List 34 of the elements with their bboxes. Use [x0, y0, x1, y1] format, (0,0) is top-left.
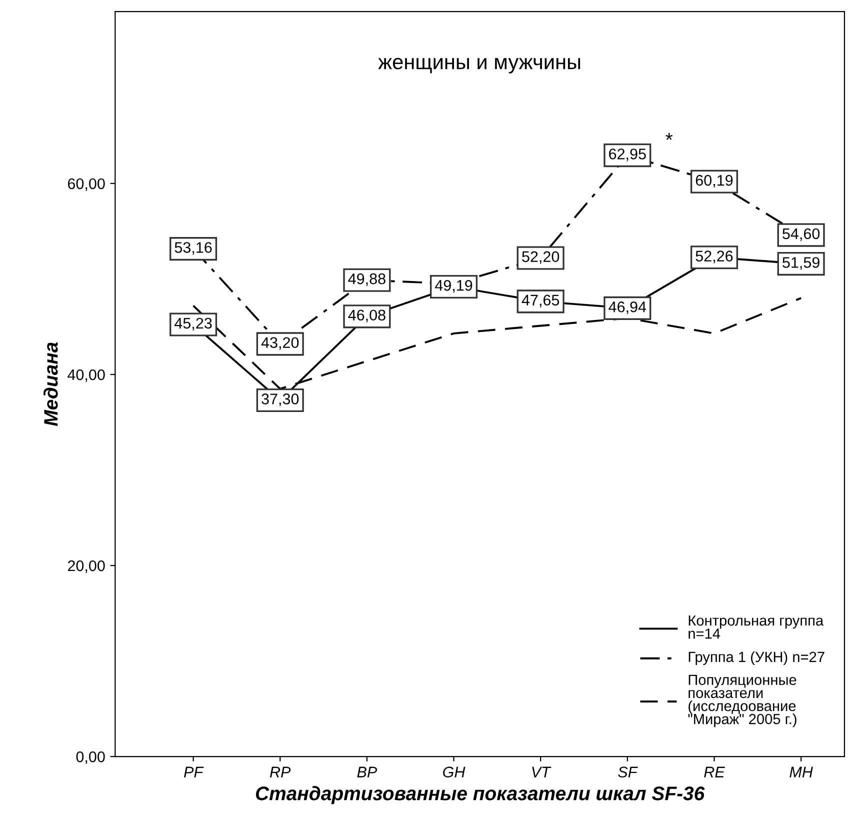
x-tick-label: SF [618, 766, 638, 778]
legend-label: Контрольная группа n=14 [688, 616, 824, 639]
legend-label: Группа 1 (УКН) n=27 [688, 651, 824, 665]
y-tick-label: 40,00 [68, 369, 105, 382]
y-tick-label: 60,00 [68, 178, 105, 191]
data-label: 46,08 [348, 310, 386, 322]
data-label: 46,94 [608, 301, 646, 314]
data-label: 47,65 [522, 294, 560, 308]
y-axis-title: Медиана [44, 342, 58, 426]
data-label: 49,88 [348, 273, 386, 286]
data-label: 43,20 [261, 337, 299, 350]
x-tick-label: RP [270, 766, 291, 778]
data-label: 52,20 [522, 251, 560, 264]
x-tick-label: PF [184, 766, 204, 778]
y-tick-label: 0,00 [76, 751, 105, 764]
data-label: 53,16 [174, 242, 212, 255]
text: женщины и мужчины [378, 58, 580, 74]
data-label: 45,23 [174, 318, 212, 330]
data-label: 52,26 [696, 250, 733, 264]
data-label: 60,19 [696, 174, 733, 188]
x-tick-label: BP [357, 766, 378, 778]
x-tick-label: GH [443, 766, 466, 778]
x-axis-title: Стандартизованные показатели шкал SF-36 [256, 786, 705, 804]
annotation: * [666, 133, 673, 140]
data-label: 62,95 [609, 148, 646, 162]
data-label: 49,19 [435, 280, 472, 293]
x-tick-label: MH [790, 766, 813, 778]
data-label: 51,59 [782, 257, 820, 270]
data-label: 37,30 [262, 394, 299, 406]
x-tick-label: VT [532, 766, 552, 778]
x-tick-label: RE [704, 766, 725, 778]
legend-label: Популяционные показатели (исследоование "Мираж" 2005 г.) [688, 674, 796, 728]
data-label: 54,60 [782, 228, 820, 241]
y-tick-label: 20,00 [68, 560, 105, 573]
